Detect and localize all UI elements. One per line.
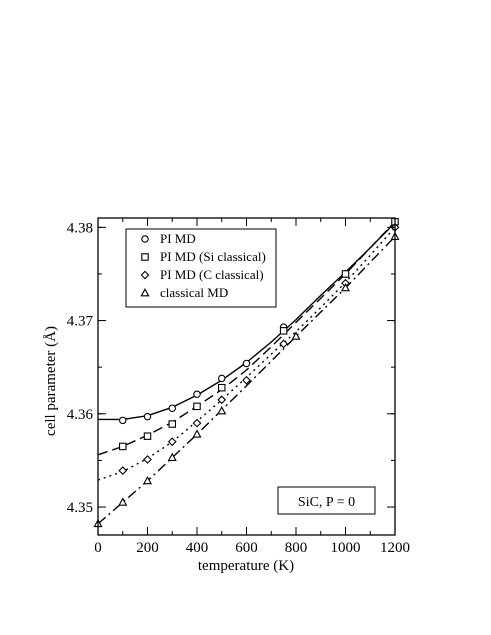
data-point-diamond bbox=[143, 455, 152, 464]
data-point-circle bbox=[168, 404, 177, 412]
annotation-text: SiC, P = 0 bbox=[298, 495, 355, 510]
axis-tick-labels: 0 200 400 600 800 1000 1200 4.35 4.36 4.37 4.38 bbox=[67, 220, 410, 556]
data-point-square bbox=[168, 420, 177, 428]
data-point-square bbox=[143, 432, 152, 440]
legend-label: PI MD bbox=[160, 231, 196, 246]
legend: PI MD PI MD (Si classical) PI MD (C classi… bbox=[125, 228, 277, 308]
x-axis-label: temperature (K) bbox=[198, 558, 294, 574]
data-point-square bbox=[218, 383, 226, 392]
x-tick-label: 400 bbox=[186, 540, 209, 556]
x-tick-label: 1200 bbox=[380, 540, 410, 556]
x-tick-label: 200 bbox=[136, 540, 159, 556]
y-axis-label-text: cell parameter ( bbox=[43, 342, 59, 436]
y-axis-label-close: ) bbox=[43, 326, 59, 331]
data-point-triangle bbox=[217, 406, 227, 415]
x-tick-label: 1000 bbox=[331, 540, 361, 556]
legend-label: PI MD (Si classical) bbox=[160, 249, 266, 264]
x-tick-label: 800 bbox=[285, 540, 308, 556]
data-point-triangle bbox=[167, 452, 177, 461]
legend-marker-triangle bbox=[140, 288, 150, 297]
legend-label: classical MD bbox=[160, 285, 228, 300]
x-tick-label: 600 bbox=[235, 540, 258, 556]
series-line-diamond bbox=[97, 226, 396, 481]
data-point-square bbox=[119, 442, 127, 451]
y-tick-label: 4.35 bbox=[67, 500, 93, 516]
series-markers bbox=[93, 217, 400, 528]
data-point-diamond bbox=[118, 466, 128, 476]
data-point-square bbox=[279, 327, 288, 335]
y-tick-label: 4.37 bbox=[67, 314, 94, 330]
data-point-diamond bbox=[217, 395, 227, 405]
legend-marker-square bbox=[141, 253, 149, 261]
data-point-square bbox=[193, 402, 201, 411]
data-point-triangle bbox=[291, 331, 301, 340]
axis-ticks bbox=[97, 218, 396, 535]
data-point-circle bbox=[218, 374, 226, 383]
data-point-triangle bbox=[192, 429, 202, 438]
data-point-circle bbox=[193, 390, 201, 398]
data-point-circle bbox=[242, 359, 251, 368]
legend-label: PI MD (C classical) bbox=[160, 267, 264, 282]
legend-marker-circle bbox=[141, 235, 149, 243]
x-tick-label: 0 bbox=[94, 540, 102, 556]
data-point-diamond bbox=[242, 375, 251, 385]
data-point-diamond bbox=[192, 418, 202, 428]
data-point-circle bbox=[119, 416, 127, 425]
data-point-triangle bbox=[142, 475, 153, 485]
data-point-diamond bbox=[167, 437, 177, 447]
data-point-triangle bbox=[340, 282, 351, 292]
y-tick-label: 4.38 bbox=[67, 220, 93, 236]
y-axis-label: cell parameter (Å) bbox=[43, 326, 59, 436]
y-tick-label: 4.36 bbox=[67, 407, 94, 423]
legend-frame bbox=[125, 228, 277, 308]
y-axis-label-unit: Å bbox=[43, 331, 59, 342]
data-point-triangle bbox=[118, 497, 128, 506]
data-point-circle bbox=[143, 412, 152, 421]
data-point-square bbox=[341, 270, 350, 278]
data-point-diamond bbox=[279, 339, 289, 349]
annotation-box: SiC, P = 0 bbox=[277, 486, 376, 515]
legend-marker-diamond bbox=[140, 270, 150, 280]
